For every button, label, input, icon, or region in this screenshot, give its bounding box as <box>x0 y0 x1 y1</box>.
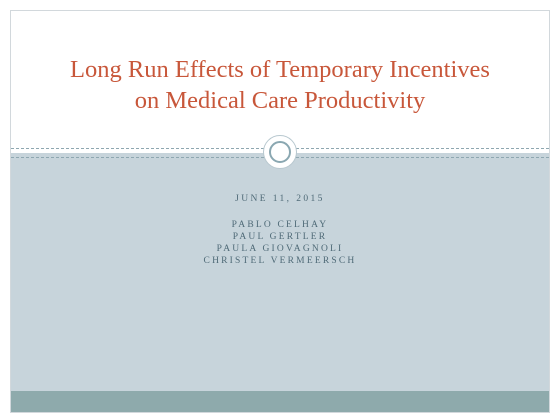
slide-title: Long Run Effects of Temporary Incentives… <box>30 48 530 116</box>
divider-circle-ring <box>269 141 291 163</box>
slide-frame: Long Run Effects of Temporary Incentives… <box>10 10 550 413</box>
presentation-date: JUNE 11, 2015 <box>235 194 325 204</box>
author-name: PABLO CELHAY <box>231 220 329 230</box>
title-area: Long Run Effects of Temporary Incentives… <box>11 11 549 153</box>
slide-title-line-2: on Medical Care Productivity <box>134 87 426 114</box>
author-name: PAULA GIOVAGNOLI <box>216 244 344 254</box>
author-name: CHRISTEL VERMEERSCH <box>203 256 357 266</box>
subtitle-band <box>11 153 549 391</box>
divider-circle-icon <box>263 135 297 169</box>
footer-bar <box>11 391 549 412</box>
author-list: PABLO CELHAY PAUL GERTLER PAULA GIOVAGNO… <box>11 219 549 267</box>
author-name: PAUL GERTLER <box>232 232 328 242</box>
slide-title-line-1: Long Run Effects of Temporary Incentives <box>70 56 490 83</box>
